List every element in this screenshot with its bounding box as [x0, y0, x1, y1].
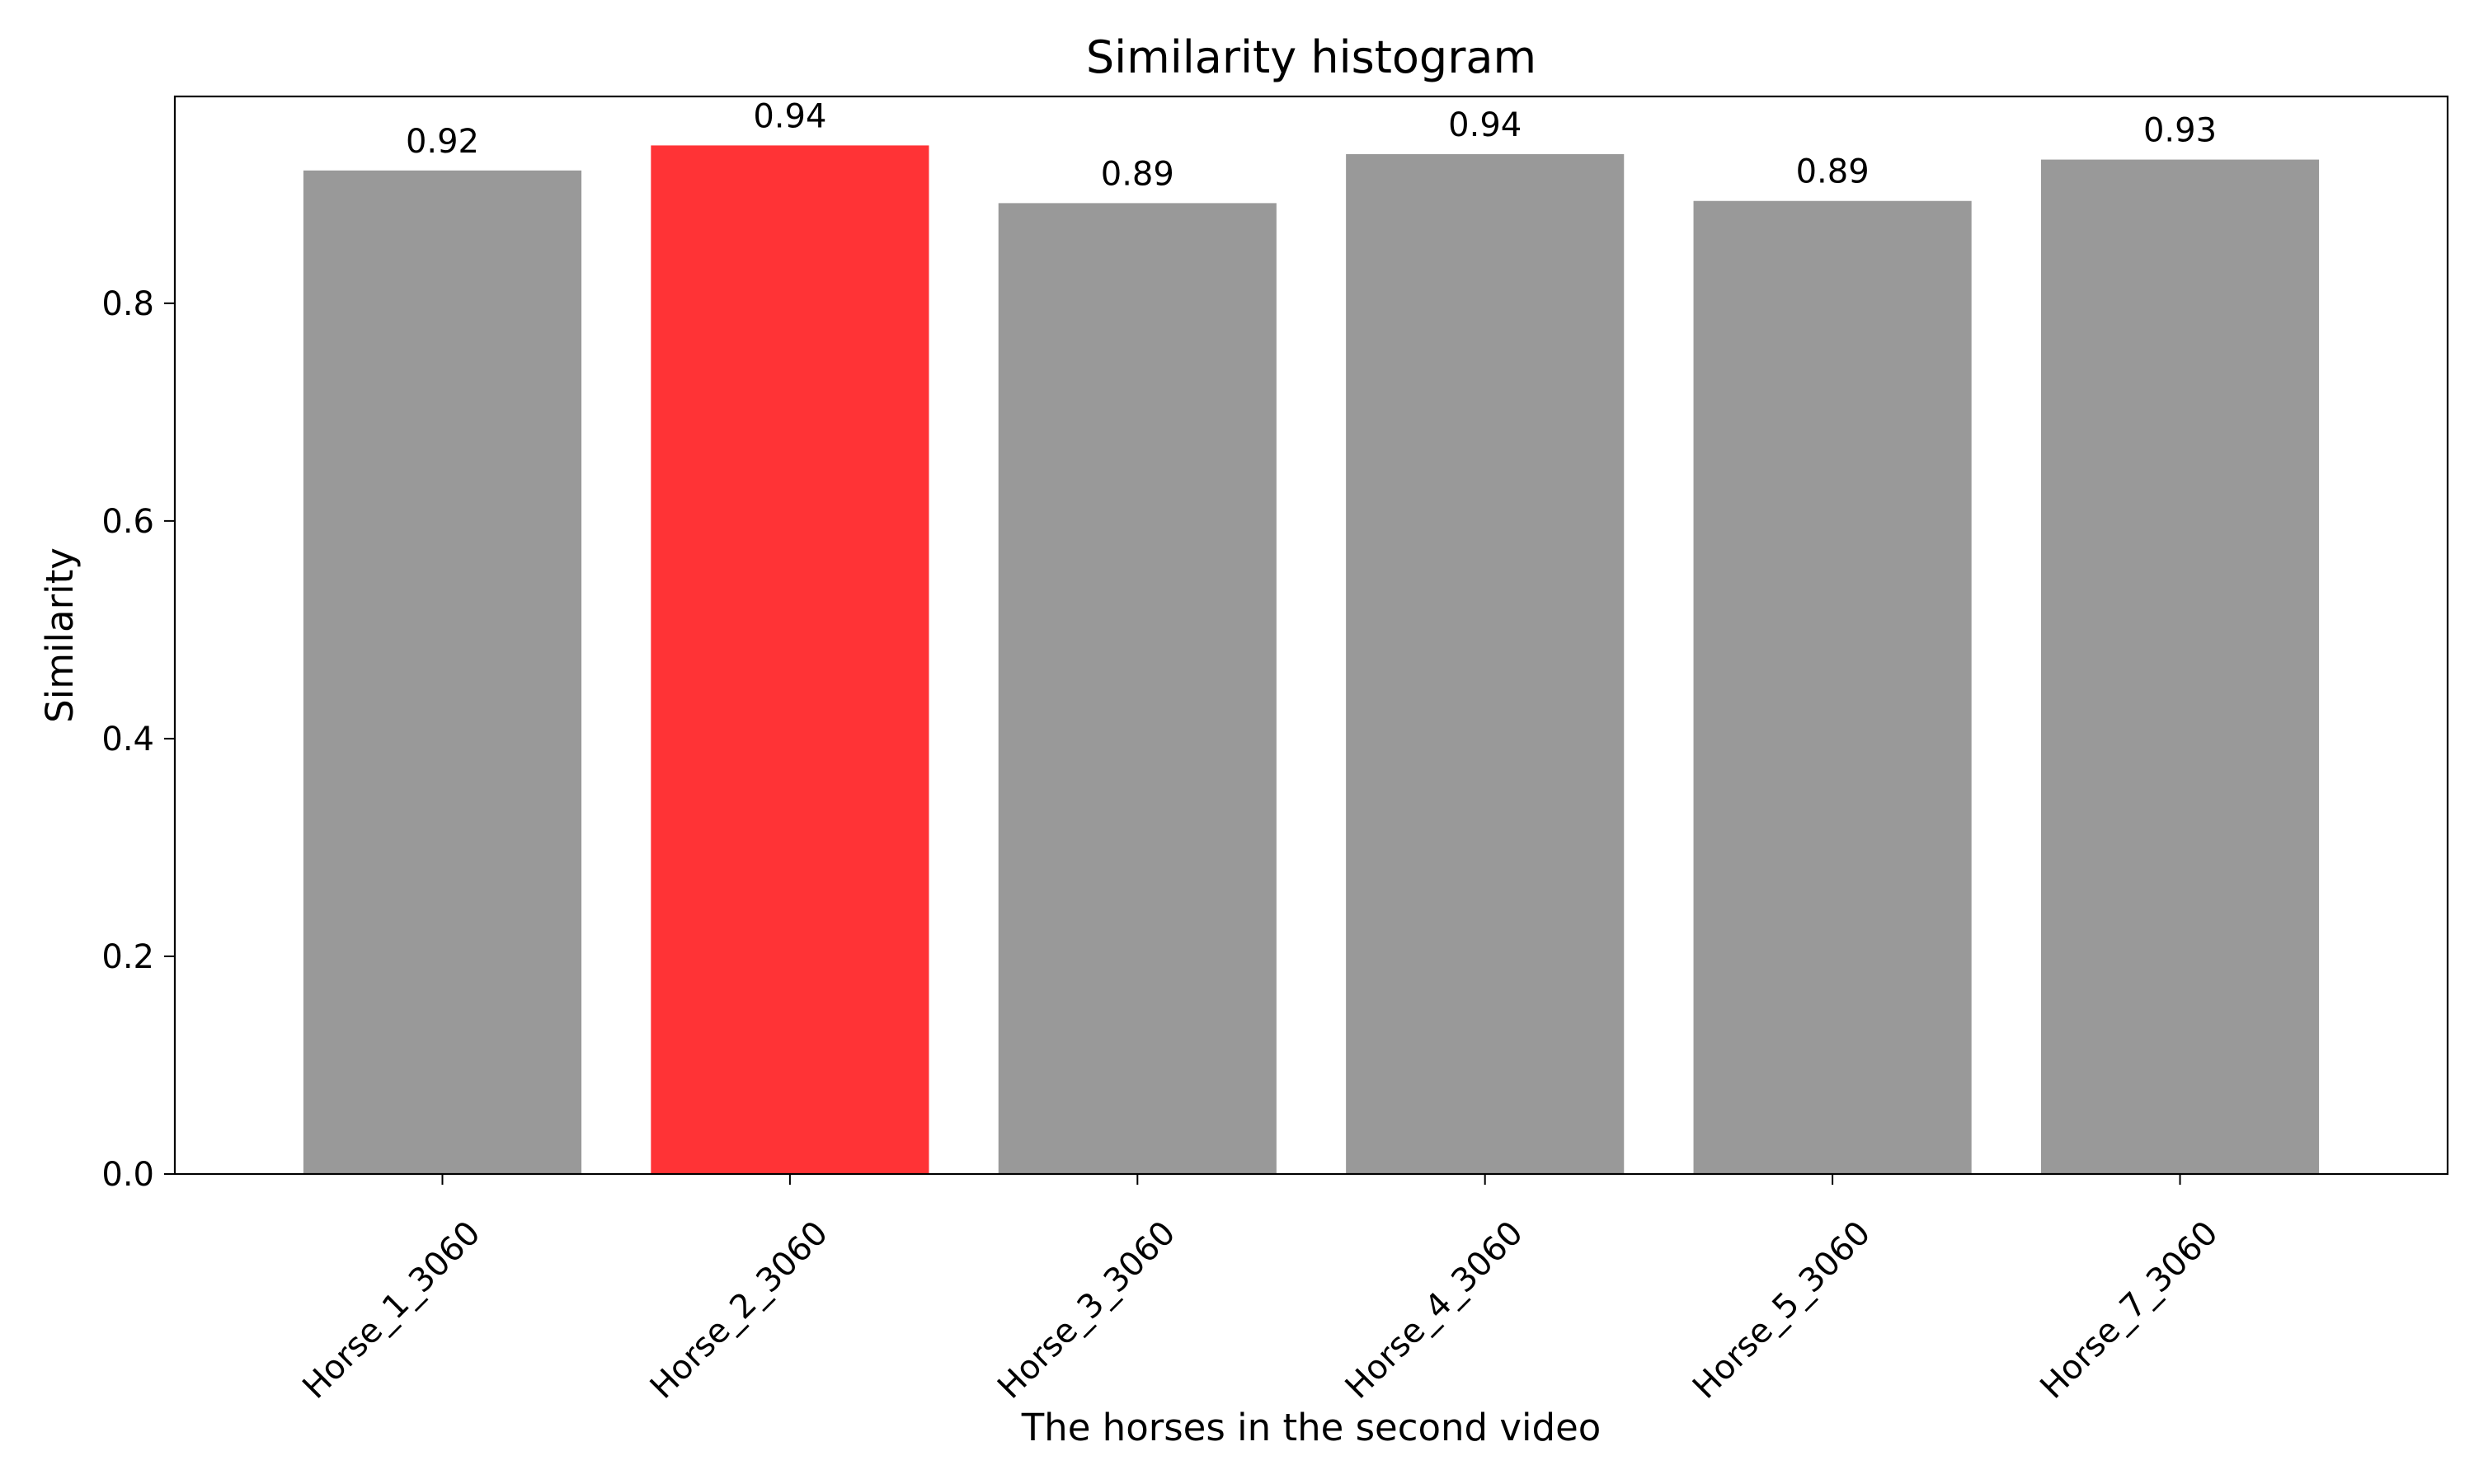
y-tick-label: 0.8	[101, 285, 154, 323]
bar-value-label: 0.92	[406, 123, 479, 161]
y-tick-label: 0.4	[101, 721, 154, 758]
bar-horse-1-3060	[303, 170, 582, 1175]
bar-horse-7-3060	[2040, 159, 2320, 1174]
plot-frame	[173, 95, 2449, 1176]
bar-horse-2-3060	[651, 145, 929, 1175]
bar-value-label: 0.94	[753, 97, 826, 135]
bar-value-label: 0.93	[2143, 112, 2217, 150]
y-tick-label: 0.0	[101, 1156, 154, 1194]
y-tick-label: 0.6	[101, 503, 154, 541]
bar-horse-5-3060	[1693, 200, 1972, 1175]
chart-title: Similarity histogram	[1086, 31, 1536, 83]
bars-group	[303, 145, 2320, 1175]
y-tick-label: 0.2	[101, 938, 154, 976]
y-axis-label: Similarity	[38, 547, 82, 723]
bar-horse-4-3060	[1346, 153, 1625, 1174]
bar-labels-group: 0.92 0.94 0.89 0.94 0.89 0.93	[406, 97, 2217, 193]
bar-value-label: 0.89	[1796, 153, 1870, 191]
bar-horse-3-3060	[998, 203, 1277, 1175]
bar-value-label: 0.89	[1101, 155, 1174, 193]
x-axis-label: The horses in the second video	[1021, 1406, 1602, 1449]
bar-value-label: 0.94	[1448, 106, 1522, 144]
y-axis: 0.0 0.2 0.4 0.6 0.8	[101, 285, 175, 1194]
